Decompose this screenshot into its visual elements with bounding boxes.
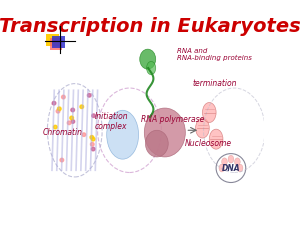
Circle shape — [63, 114, 66, 118]
Circle shape — [53, 103, 57, 107]
Text: RNA and
RNA-binding proteins: RNA and RNA-binding proteins — [177, 48, 252, 61]
Circle shape — [57, 149, 61, 153]
Circle shape — [87, 95, 91, 99]
Ellipse shape — [202, 103, 216, 122]
Text: DNA: DNA — [222, 164, 240, 173]
Ellipse shape — [228, 155, 234, 163]
Circle shape — [90, 107, 94, 110]
Circle shape — [73, 98, 76, 102]
Ellipse shape — [144, 108, 185, 157]
FancyBboxPatch shape — [46, 34, 59, 46]
FancyBboxPatch shape — [52, 36, 64, 48]
Circle shape — [56, 106, 60, 110]
Text: termination: termination — [192, 79, 237, 88]
Circle shape — [89, 154, 93, 157]
Text: Chromatin: Chromatin — [42, 128, 82, 137]
Ellipse shape — [222, 158, 227, 166]
Circle shape — [52, 100, 56, 104]
Circle shape — [72, 148, 76, 152]
Text: Initiation
complex: Initiation complex — [94, 112, 128, 131]
Ellipse shape — [196, 118, 209, 138]
Circle shape — [79, 137, 83, 140]
FancyBboxPatch shape — [50, 38, 62, 50]
Circle shape — [86, 152, 90, 155]
Circle shape — [51, 103, 55, 106]
Text: Nucleosome: Nucleosome — [184, 139, 232, 148]
Ellipse shape — [146, 130, 168, 157]
Circle shape — [84, 157, 88, 160]
Ellipse shape — [237, 164, 243, 172]
Ellipse shape — [209, 129, 223, 149]
Circle shape — [92, 140, 96, 144]
Text: Transcription in Eukaryotes: Transcription in Eukaryotes — [0, 17, 300, 36]
Text: RNA polymerase: RNA polymerase — [141, 115, 205, 124]
Circle shape — [73, 147, 76, 151]
Ellipse shape — [107, 110, 139, 159]
Ellipse shape — [235, 158, 240, 166]
Ellipse shape — [219, 164, 225, 172]
Ellipse shape — [147, 61, 156, 75]
Circle shape — [67, 135, 70, 139]
Ellipse shape — [140, 49, 156, 69]
Circle shape — [80, 128, 84, 132]
